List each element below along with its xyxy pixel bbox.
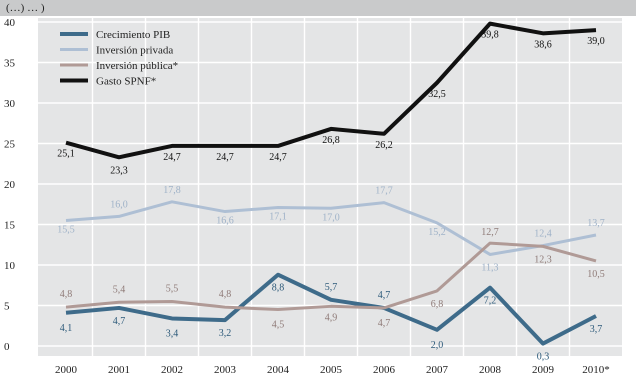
- series-line: [65, 241, 597, 312]
- y-tick-label: 15: [4, 220, 16, 232]
- y-tick-label: 25: [4, 139, 16, 151]
- data-label: 26,8: [322, 135, 340, 146]
- data-label: 24,7: [269, 152, 287, 163]
- data-label: 17,7: [375, 186, 393, 197]
- legend-label: Crecimiento PIB: [96, 29, 170, 41]
- data-label: 11,3: [481, 262, 498, 273]
- data-label: 16,0: [110, 199, 128, 210]
- data-label: 5,5: [166, 283, 179, 294]
- data-label: 39,8: [481, 30, 499, 41]
- x-tick-label: 2008: [479, 364, 502, 376]
- data-label: 4,7: [378, 290, 391, 301]
- y-tick-label: 0: [4, 341, 10, 353]
- data-label: 4,5: [272, 320, 285, 331]
- data-label: 10,5: [587, 269, 605, 280]
- data-label: 15,5: [57, 224, 75, 235]
- y-tick-label: 30: [4, 98, 16, 110]
- y-tick-label: 40: [4, 17, 16, 29]
- series-line: [65, 200, 597, 256]
- data-label: 17,8: [163, 185, 181, 196]
- data-label: 16,6: [216, 216, 234, 227]
- data-label: 12,3: [534, 254, 552, 265]
- data-label: 5,7: [325, 282, 338, 293]
- data-label: 39,0: [587, 36, 605, 47]
- data-label: 4,7: [113, 316, 126, 327]
- data-label: 6,8: [431, 299, 444, 310]
- x-tick-label: 2007: [426, 364, 449, 376]
- data-label: 13,7: [587, 218, 605, 229]
- x-axis: 2000 2001 2002 2003 2004 2005 2006 2007 2008 2009…: [55, 364, 610, 376]
- data-label: 3,4: [166, 328, 179, 339]
- chart-title: (…) … ): [6, 2, 45, 14]
- data-label: 17,0: [322, 212, 340, 223]
- data-label: 4,8: [60, 289, 73, 300]
- x-tick-label: 2000: [55, 364, 78, 376]
- data-labels: 4,1 4,7 3,4 3,2 8,8 5,7 4,7 2,0 7,2 0,3 3,7 15,5 16,…: [57, 30, 605, 363]
- x-tick-label: 2003: [214, 364, 237, 376]
- series-layer: [65, 21, 597, 346]
- legend-label: Inversión pública*: [96, 60, 178, 72]
- data-label: 4,1: [60, 323, 73, 334]
- data-label: 0,3: [537, 352, 550, 363]
- y-tick-label: 5: [4, 301, 10, 313]
- x-tick-label: 2002: [161, 364, 183, 376]
- grid: [38, 18, 622, 356]
- data-label: 17,1: [269, 211, 287, 222]
- x-tick-label: 2001: [108, 364, 130, 376]
- data-label: 8,8: [272, 283, 285, 294]
- series-line: [65, 272, 597, 346]
- legend-label: Gasto SPNF*: [96, 76, 156, 88]
- data-label: 25,1: [57, 149, 75, 160]
- data-label: 7,2: [484, 296, 497, 307]
- data-label: 4,7: [378, 318, 391, 329]
- data-label: 23,3: [110, 165, 128, 176]
- y-tick-label: 10: [4, 260, 16, 272]
- data-label: 12,4: [534, 229, 552, 240]
- x-tick-label: 2006: [373, 364, 396, 376]
- header-band: [0, 0, 636, 16]
- data-label: 26,2: [375, 140, 393, 151]
- data-label: 38,6: [534, 39, 552, 50]
- data-label: 3,7: [590, 324, 603, 335]
- data-label: 24,7: [163, 152, 181, 163]
- legend: Crecimiento PIB Inversión privada Inversió…: [60, 29, 178, 88]
- data-label: 4,9: [325, 312, 338, 323]
- data-label: 3,2: [219, 328, 232, 339]
- x-tick-label: 2005: [320, 364, 343, 376]
- data-label: 2,0: [431, 340, 444, 351]
- y-tick-label: 20: [4, 179, 16, 191]
- data-label: 15,2: [428, 227, 446, 238]
- legend-label: Inversión privada: [96, 45, 173, 57]
- y-axis: 0 5 10 15 20 25 30 35 40: [4, 17, 16, 353]
- x-tick-label: 2004: [267, 364, 290, 376]
- series-line: [65, 21, 597, 160]
- data-label: 5,4: [113, 284, 126, 295]
- data-label: 24,7: [216, 152, 234, 163]
- x-tick-label: 2009: [532, 364, 555, 376]
- data-label: 4,8: [219, 289, 232, 300]
- data-label: 12,7: [481, 227, 499, 238]
- x-tick-label: 2010*: [582, 364, 610, 376]
- y-tick-label: 35: [4, 58, 16, 70]
- data-label: 32,5: [428, 89, 446, 100]
